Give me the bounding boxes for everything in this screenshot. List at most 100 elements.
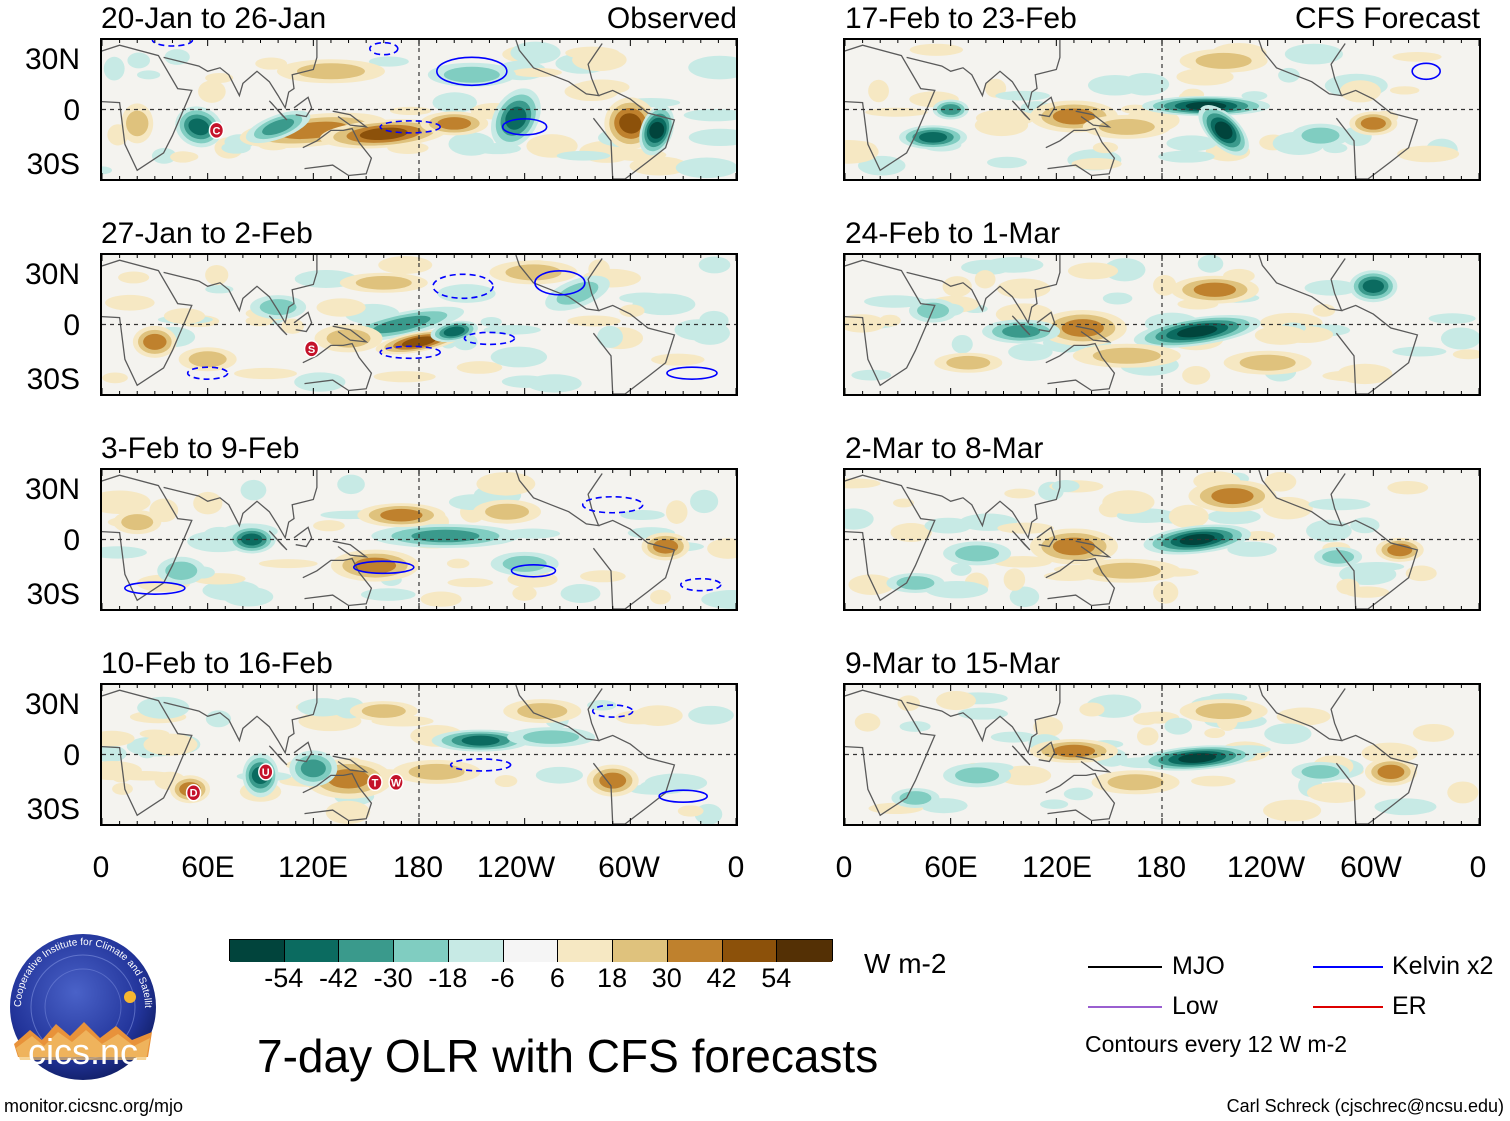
- olr-anomaly: [1136, 727, 1159, 746]
- coastline: [268, 315, 288, 336]
- olr-anomaly: [420, 591, 462, 607]
- olr-anomaly: [1009, 586, 1040, 608]
- olr-anomaly: [337, 474, 365, 495]
- olr-anomaly: [688, 55, 736, 80]
- x-label-0: 0: [92, 851, 110, 884]
- olr-anomaly: [447, 577, 494, 588]
- coastline: [515, 470, 603, 527]
- olr-anomaly: [512, 585, 537, 601]
- olr-anomaly: [259, 299, 297, 316]
- olr-anomaly: [1349, 562, 1405, 572]
- colorbar-tick-label: -42: [318, 963, 358, 993]
- coastline: [845, 44, 936, 172]
- olr-anomaly: [327, 769, 370, 789]
- olr-anomaly: [683, 109, 736, 122]
- legend-contour-note: Contours every 12 W m-2: [1085, 1031, 1348, 1057]
- olr-anomaly: [1092, 562, 1161, 579]
- kelvin-contour: [368, 41, 399, 56]
- olr-anomaly: [597, 325, 623, 348]
- olr-anomaly: [619, 304, 645, 318]
- olr-map: [843, 38, 1481, 181]
- olr-anomaly: [896, 576, 935, 590]
- main-title: 7-day OLR with CFS forecasts: [257, 1030, 879, 1082]
- colorbar-tick-label: -54: [264, 963, 304, 993]
- olr-anomaly: [1239, 354, 1296, 371]
- coastline: [1036, 311, 1056, 333]
- colorbar-cell: [448, 940, 504, 962]
- olr-anomaly: [1102, 490, 1155, 515]
- wave-marker: C: [208, 121, 225, 140]
- map-canvas: S: [102, 255, 736, 394]
- svg-text:W: W: [391, 777, 402, 789]
- olr-anomaly: [1052, 744, 1096, 758]
- olr-anomaly: [919, 131, 948, 143]
- olr-anomaly: [300, 759, 326, 778]
- olr-anomaly: [1276, 707, 1331, 726]
- map-canvas: [845, 685, 1479, 824]
- wave-marker: D: [185, 783, 202, 802]
- olr-anomaly: [258, 559, 318, 569]
- olr-map: [100, 468, 738, 611]
- olr-anomaly: [437, 117, 472, 130]
- olr-anomaly: [1107, 774, 1164, 791]
- olr-anomaly: [476, 472, 536, 496]
- olr-anomaly: [909, 43, 964, 56]
- kelvin-contour: [591, 704, 634, 718]
- olr-anomaly: [995, 303, 1053, 326]
- olr-anomaly: [1392, 346, 1447, 357]
- olr-anomaly: [620, 509, 665, 521]
- olr-anomaly: [1002, 325, 1041, 338]
- legend-mjo-line: [1088, 966, 1162, 968]
- olr-anomaly: [527, 374, 582, 393]
- olr-anomaly: [443, 66, 500, 83]
- legend-kelvin-line: [1313, 966, 1383, 968]
- coastline: [1011, 100, 1031, 121]
- coastline: [293, 311, 313, 333]
- panel-title: 27-Jan to 2-Feb: [101, 217, 313, 250]
- olr-anomaly: [580, 570, 626, 583]
- kelvin-contour: [436, 56, 508, 87]
- coastline: [1075, 540, 1112, 558]
- legend-low-label: Low: [1172, 992, 1218, 1020]
- panel-title: 9-Mar to 15-Mar: [845, 647, 1061, 680]
- coastline: [1011, 315, 1031, 336]
- olr-anomaly: [652, 539, 679, 554]
- coastline: [268, 530, 288, 551]
- olr-anomaly: [1158, 150, 1215, 163]
- olr-anomaly: [361, 588, 416, 601]
- coastline: [163, 685, 318, 755]
- y-label-0: 0: [63, 94, 80, 127]
- olr-anomaly: [1447, 781, 1479, 804]
- coastline: [268, 100, 288, 121]
- olr-anomaly: [1389, 86, 1420, 95]
- coastline: [1258, 685, 1346, 742]
- y-label-30s: 30S: [26, 578, 80, 611]
- olr-anomaly: [950, 563, 972, 576]
- x-label-120e: 120E: [277, 851, 349, 884]
- olr-anomaly: [102, 372, 128, 384]
- olr-anomaly: [1301, 127, 1340, 144]
- y-label-0: 0: [63, 309, 80, 342]
- olr-anomaly: [411, 529, 480, 543]
- coastline: [293, 741, 313, 763]
- olr-anomaly: [987, 156, 1027, 169]
- olr-anomaly: [1397, 145, 1460, 163]
- olr-anomaly: [255, 57, 288, 70]
- olr-anomaly: [1452, 349, 1479, 360]
- olr-anomaly: [1337, 363, 1393, 385]
- svg-text:D: D: [190, 788, 198, 800]
- olr-anomaly: [698, 256, 731, 274]
- panel-title: 10-Feb to 16-Feb: [101, 647, 333, 680]
- olr-anomaly: [102, 166, 112, 175]
- olr-anomaly: [1003, 568, 1026, 591]
- coastline: [163, 40, 318, 110]
- olr-anomaly: [1262, 496, 1313, 520]
- olr-anomaly: [649, 121, 665, 139]
- coastline: [293, 96, 313, 118]
- legend-kelvin-label: Kelvin x2: [1392, 952, 1494, 980]
- olr-anomaly: [990, 731, 1037, 743]
- panel-title: 20-Jan to 26-Jan: [101, 2, 327, 35]
- x-label-60e: 60E: [924, 851, 978, 884]
- coastline: [332, 325, 369, 343]
- coastline: [332, 110, 369, 128]
